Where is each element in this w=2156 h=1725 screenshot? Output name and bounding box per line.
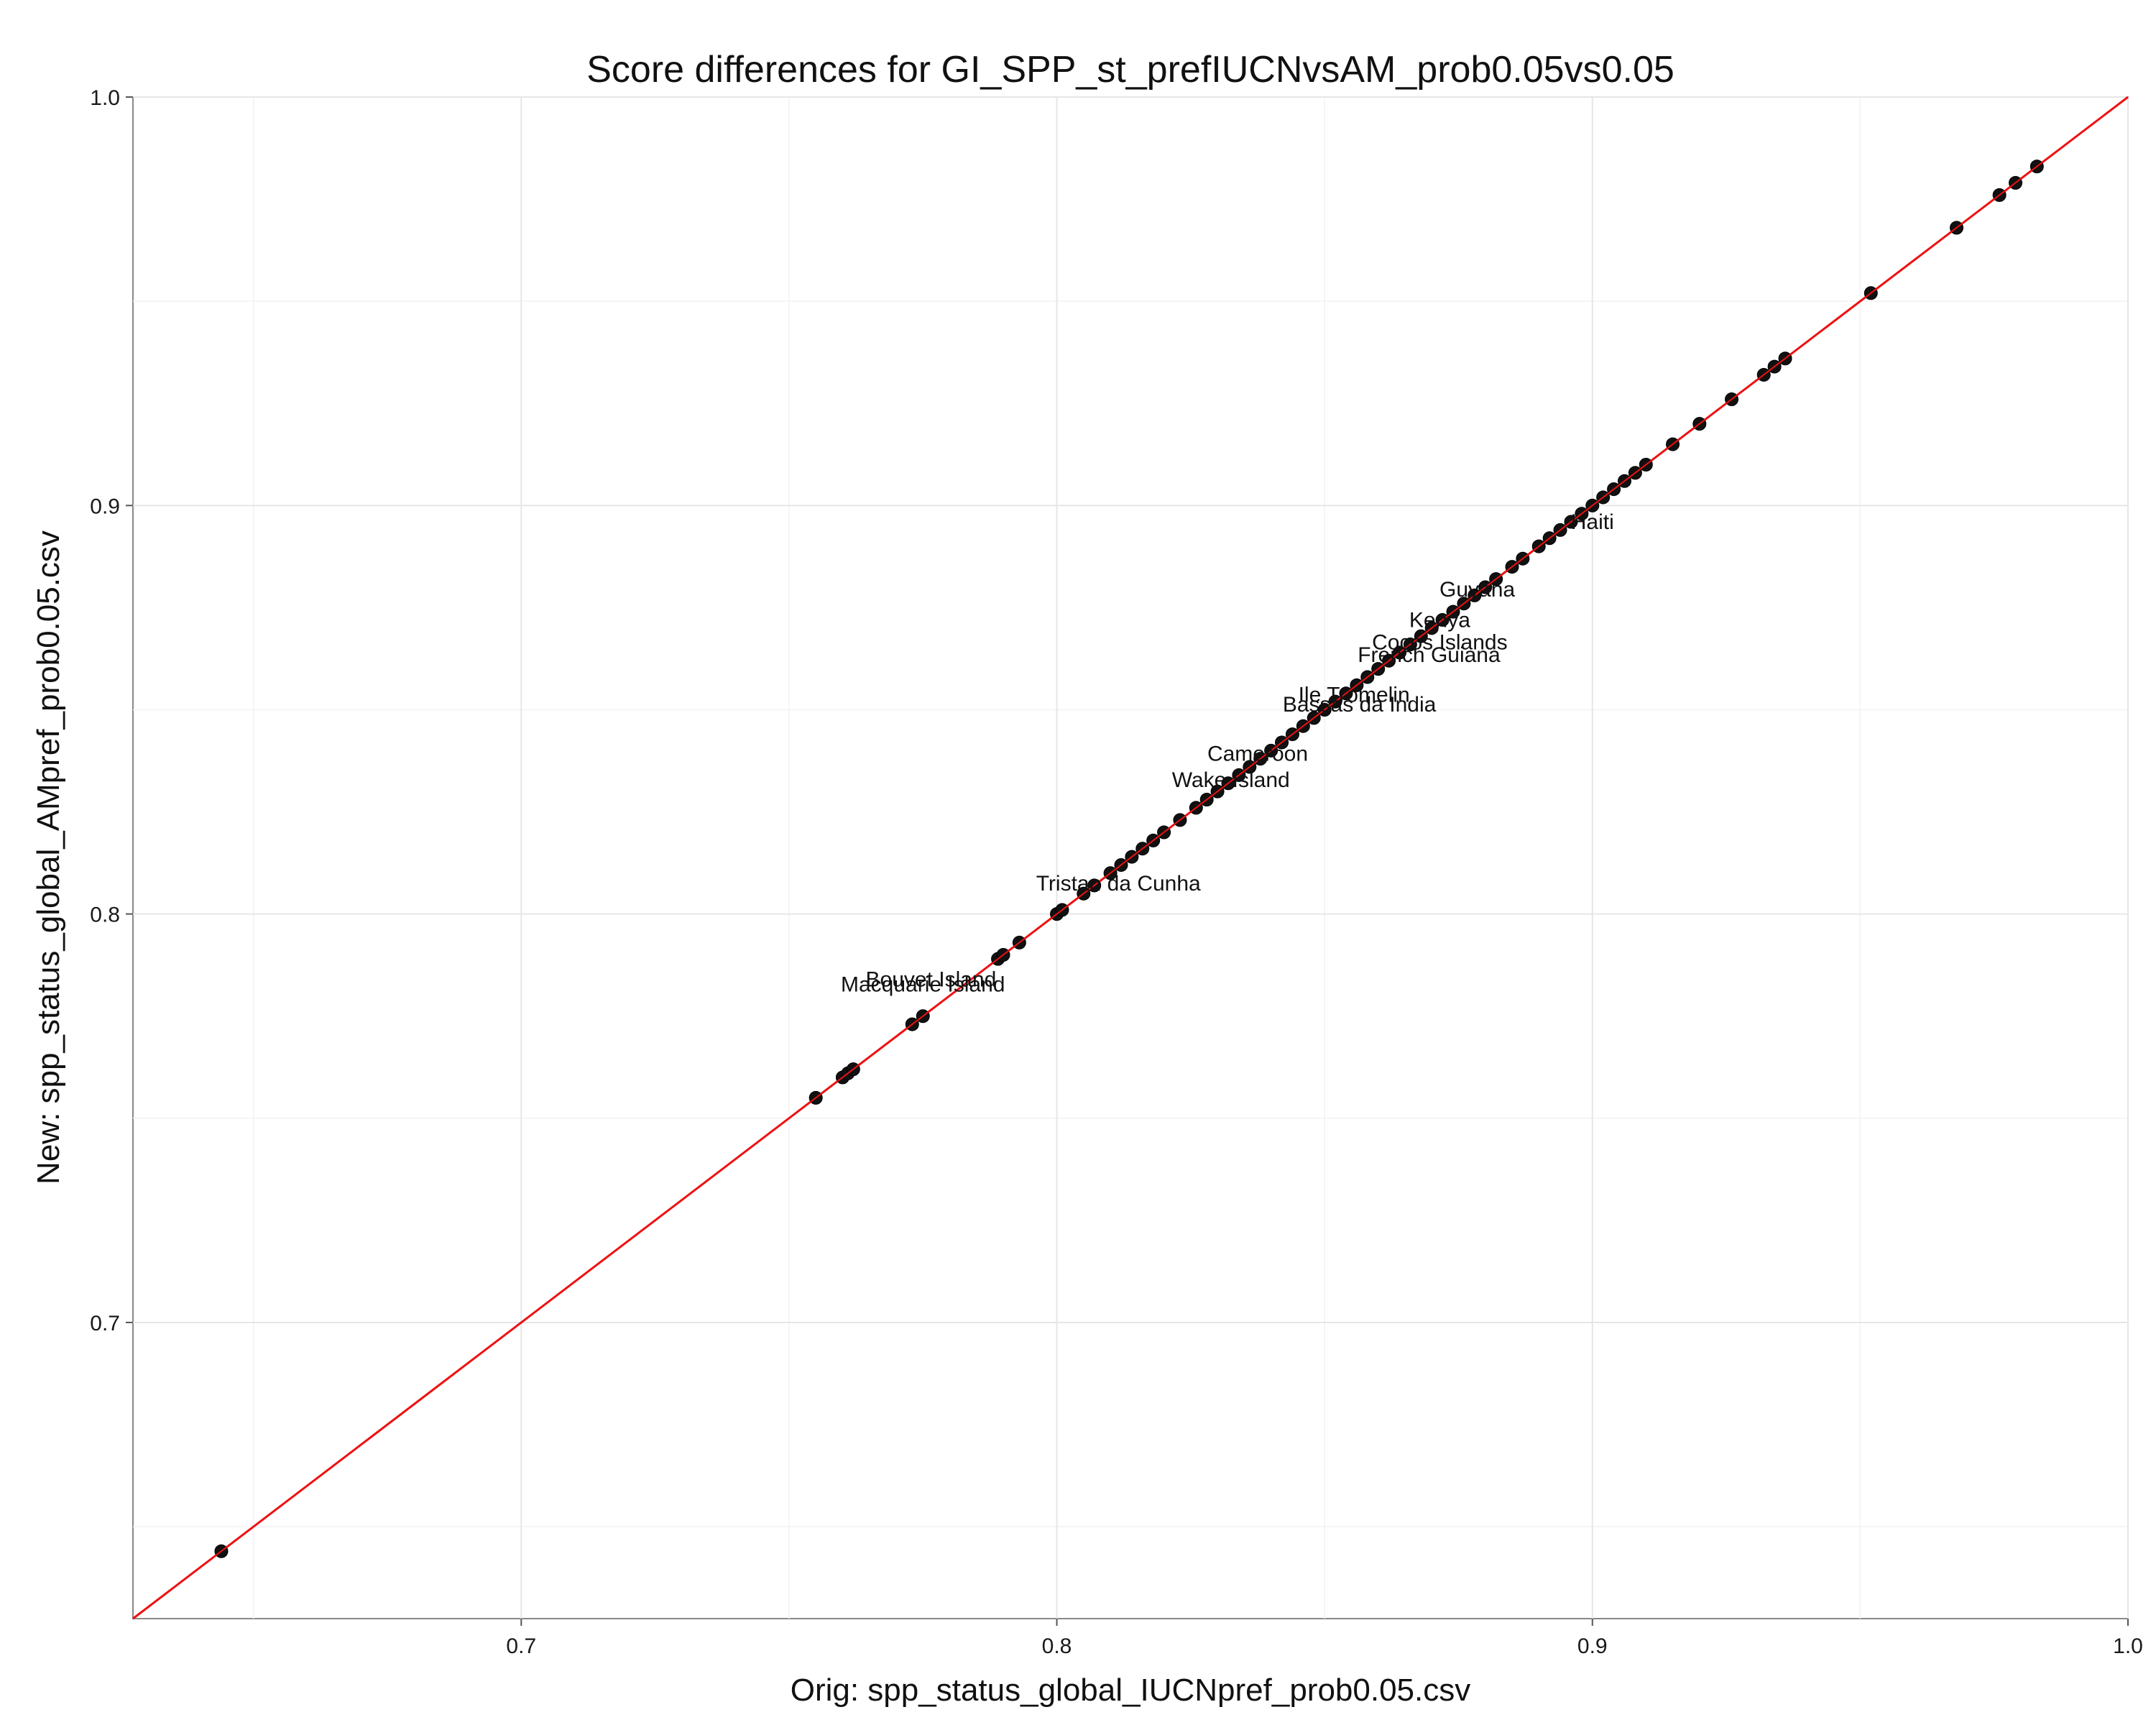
x-tick-label: 0.7 [506,1634,536,1658]
point-label: Ile Tromelin [1299,683,1410,707]
point-label: Tristan da Cunha [1036,872,1201,896]
x-tick-label: 0.8 [1042,1634,1072,1658]
x-axis-title: Orig: spp_status_global_IUCNpref_prob0.0… [791,1673,1471,1708]
reference-line-overlay [132,96,2129,1619]
point-label: Bouvet Island [866,968,997,992]
point-label: Guyana [1439,578,1515,602]
chart-title: Score differences for GI_SPP_st_prefIUCN… [586,49,1674,91]
point-label: Cocos Islands [1372,631,1507,655]
y-axis-ticks: 0.7 0.8 0.9 1.0 [90,86,133,1335]
x-tick-label: 0.9 [1577,1634,1608,1658]
y-tick-label: 0.9 [90,494,120,518]
y-tick-label: 0.7 [90,1312,120,1335]
y-tick-label: 0.8 [90,903,120,927]
x-axis-ticks: 0.7 0.8 0.9 1.0 [506,1619,2143,1658]
x-tick-label: 1.0 [2113,1634,2143,1658]
point-label: Wake Island [1172,768,1290,792]
point-label: Macquarie Island [841,972,1005,996]
grid-layer [133,96,2129,1619]
point-label: French Guiana [1358,643,1501,667]
y-tick-label: 1.0 [90,86,120,110]
point-label: Haiti [1571,510,1614,534]
point-label: Bassas da India [1283,693,1437,717]
y-axis-title: New: spp_status_global_AMpref_prob0.05.c… [31,530,66,1184]
point-label: Cameroon [1207,742,1308,765]
point-label: Kenya [1409,608,1470,632]
points-layer [132,96,2129,1619]
